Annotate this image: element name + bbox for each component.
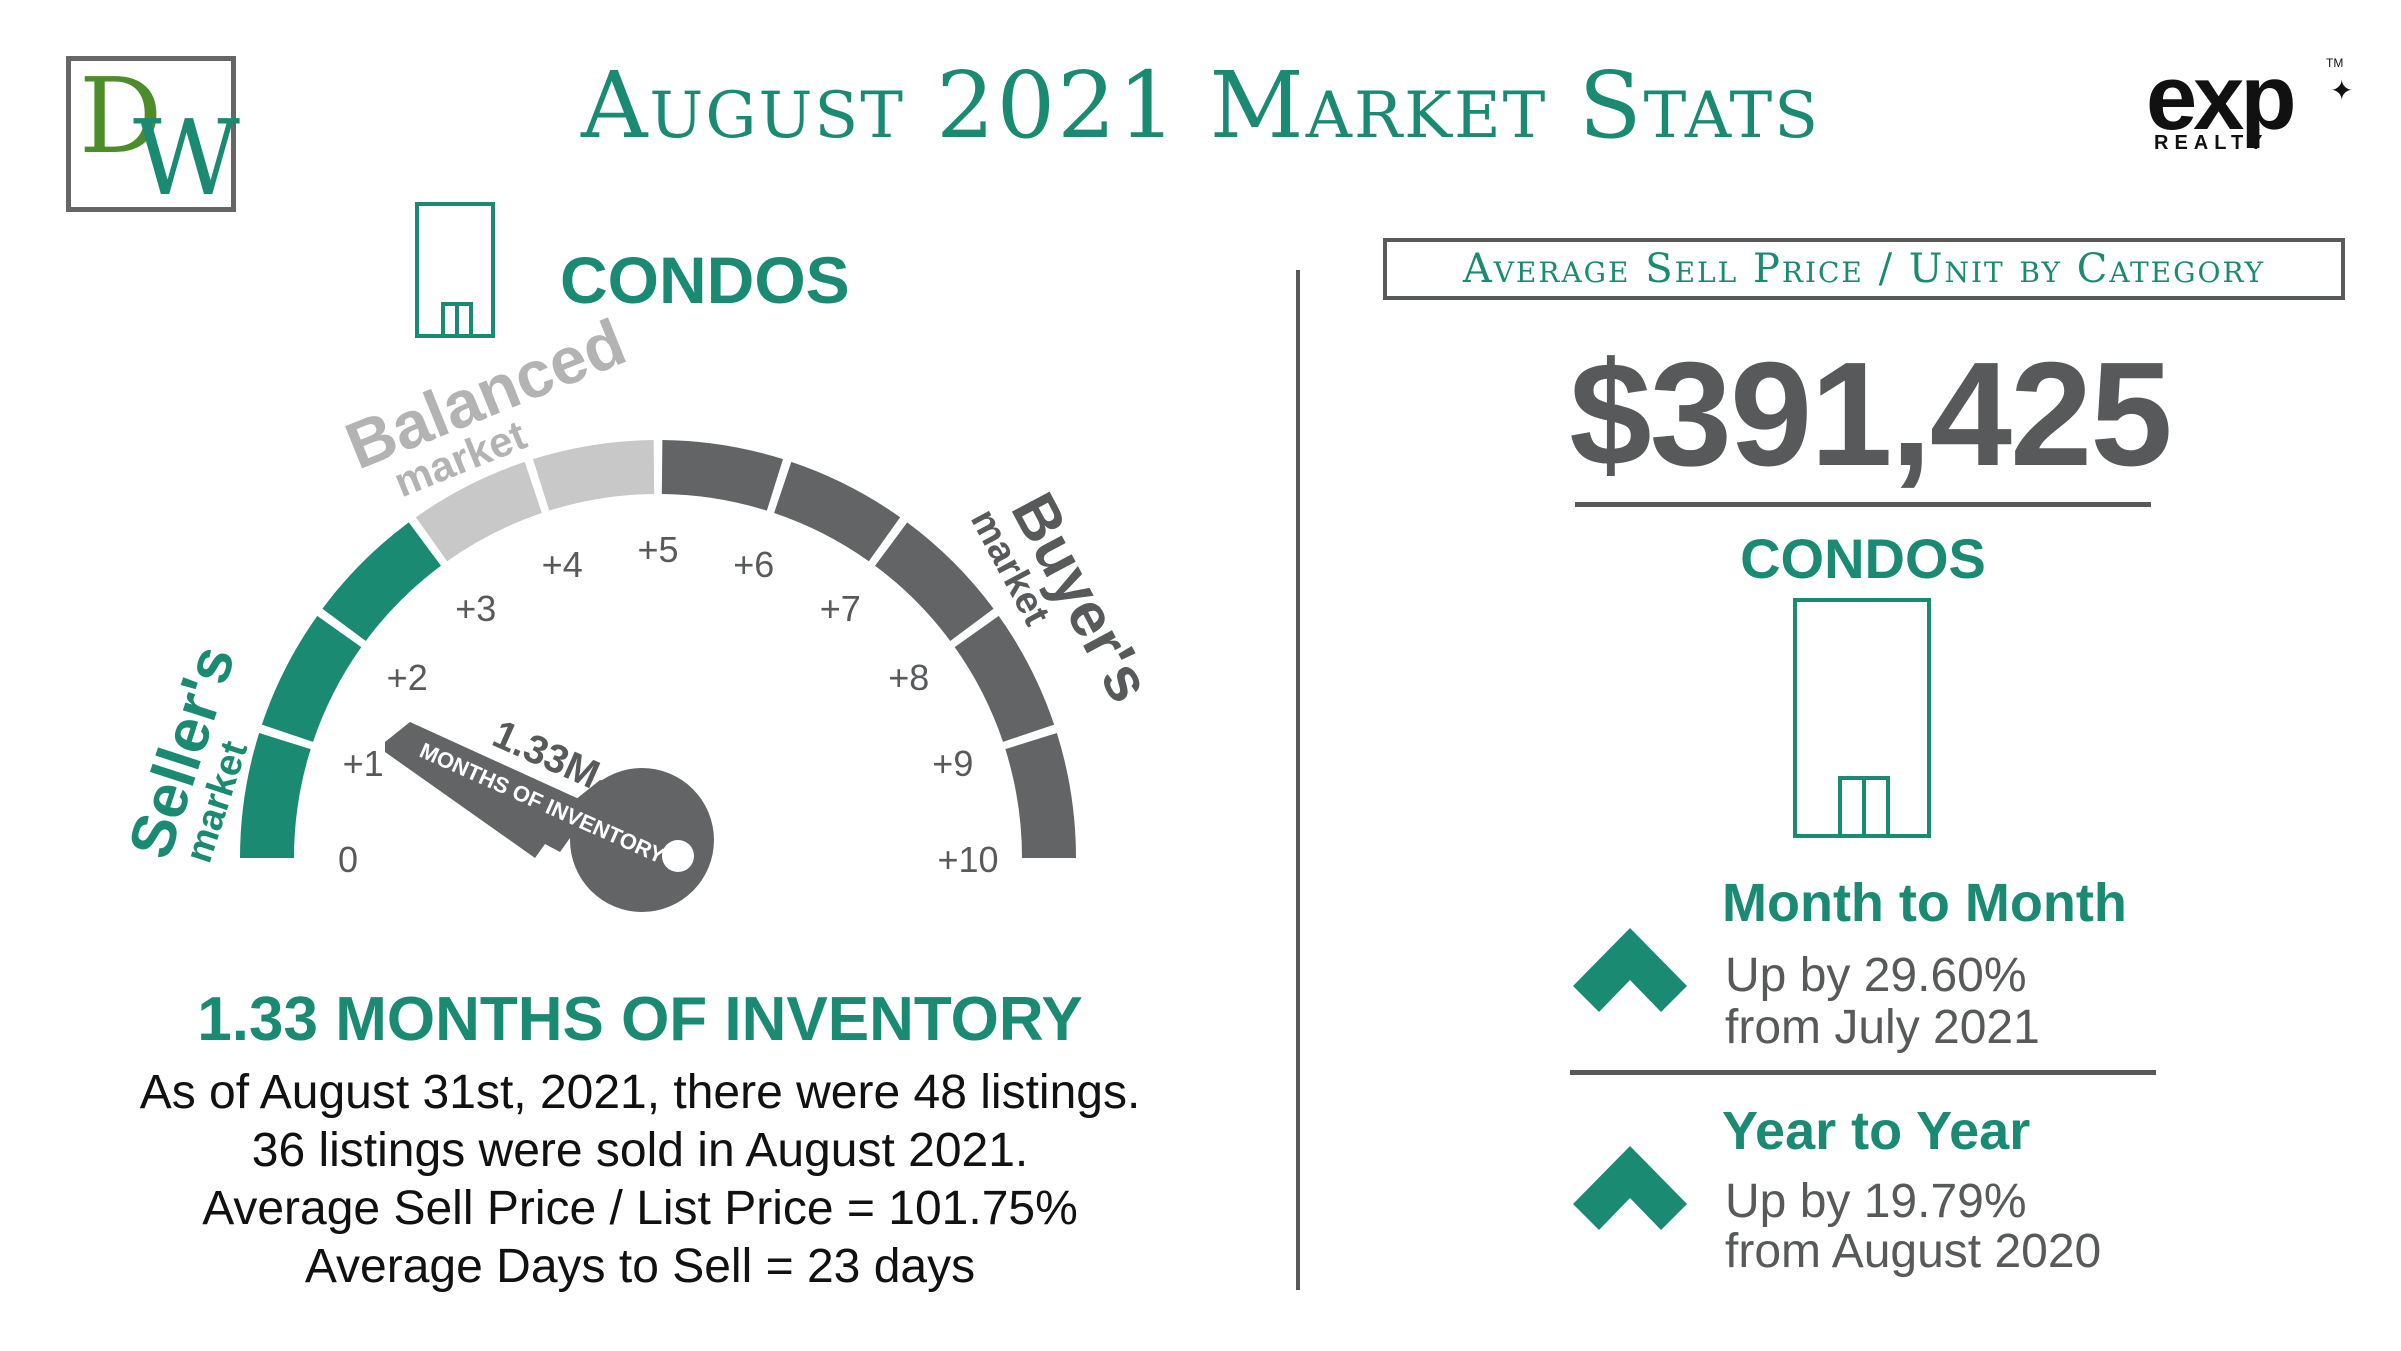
- gauge-tick-label: +8: [888, 657, 929, 698]
- gauge-segment-1: [240, 733, 311, 858]
- exp-logo-mark: exp: [2146, 47, 2297, 149]
- gauge-tick-labels: 0 +1 +2 +3 +4 +5 +6 +7 +8 +9 +10: [338, 529, 999, 880]
- logo-letter-d: D: [79, 55, 163, 177]
- inventory-heading: 1.33 MONTHS OF INVENTORY: [197, 985, 1083, 1054]
- gauge-segment-10: [1005, 733, 1076, 858]
- condo-door-divider-large: [1862, 776, 1866, 838]
- gauge-segment-5: [533, 440, 655, 511]
- gauge-tick-label: +10: [937, 839, 998, 880]
- month-to-month-change: Up by 29.60%: [1725, 949, 2027, 1002]
- year-to-year-period: from August 2020: [1725, 1225, 2102, 1278]
- gauge-tick-label: +3: [455, 588, 496, 629]
- exp-realty-logo: exp REALTY TM ✦: [2146, 47, 2353, 164]
- gauge-tick-label: +5: [637, 529, 678, 570]
- section-divider: [1570, 1070, 2156, 1075]
- gauge-tick-label: +1: [343, 743, 384, 784]
- up-arrow-icon: [1573, 928, 1687, 1012]
- gauge-tick-label: +2: [387, 657, 428, 698]
- inventory-line-listings: As of August 31st, 2021, there were 48 l…: [139, 1066, 1141, 1119]
- up-arrow-icon: [1573, 1146, 1687, 1230]
- inventory-line-sold: 36 listings were sold in August 2021.: [251, 1124, 1029, 1177]
- gauge-tick-label: 0: [338, 839, 358, 880]
- condo-door-divider: [455, 302, 459, 338]
- page-title: August 2021 Market Stats: [580, 52, 1821, 159]
- vertical-divider: [1296, 270, 1300, 1290]
- gauge-segments: [240, 440, 1076, 858]
- gauge-tick-label: +6: [733, 544, 774, 585]
- category-label: CONDOS: [560, 243, 850, 317]
- exp-logo-tm: TM: [2326, 56, 2344, 70]
- logo-letter-w: W: [133, 97, 240, 219]
- gauge-segment-9: [954, 615, 1055, 742]
- gauge-segment-6: [661, 440, 783, 511]
- year-to-year-heading: Year to Year: [1722, 1101, 2031, 1161]
- exp-logo-realty: REALTY: [2154, 132, 2269, 154]
- gauge-segment-8: [875, 522, 994, 641]
- dw-logo: D W: [66, 55, 240, 219]
- market-gauge: 0+1+2+3+4 +5 +6+7+8+9+10 Balanced market S…: [116, 304, 1164, 912]
- maple-leaf-icon: ✦: [2330, 75, 2354, 106]
- gauge-segment-2: [261, 615, 362, 742]
- month-to-month-heading: Month to Month: [1722, 873, 2127, 933]
- gauge-tick-label: +7: [820, 588, 861, 629]
- gauge-segment-3: [322, 522, 441, 641]
- price-divider: [1575, 502, 2151, 507]
- key-pointer: 1.33M MONTHS OF INVENTORY: [385, 712, 714, 912]
- inventory-details: As of August 31st, 2021, there were 48 l…: [80, 1064, 1200, 1296]
- gauge-segment-7: [774, 461, 901, 562]
- gauge-segment-4: [415, 461, 542, 562]
- average-price: $391,425: [1569, 332, 2172, 497]
- category-box-title: Average Sell Price / Unit by Category: [1383, 238, 2345, 300]
- year-to-year-change: Up by 19.79%: [1725, 1175, 2027, 1228]
- inventory-line-ratio: Average Sell Price / List Price = 101.75…: [202, 1182, 1078, 1235]
- gauge-tick-label: +9: [932, 743, 973, 784]
- inventory-line-days: Average Days to Sell = 23 days: [304, 1240, 976, 1293]
- gauge-tick-label: +4: [542, 544, 583, 585]
- category-label-right: CONDOS: [1740, 527, 1986, 590]
- month-to-month-period: from July 2021: [1725, 1001, 2040, 1054]
